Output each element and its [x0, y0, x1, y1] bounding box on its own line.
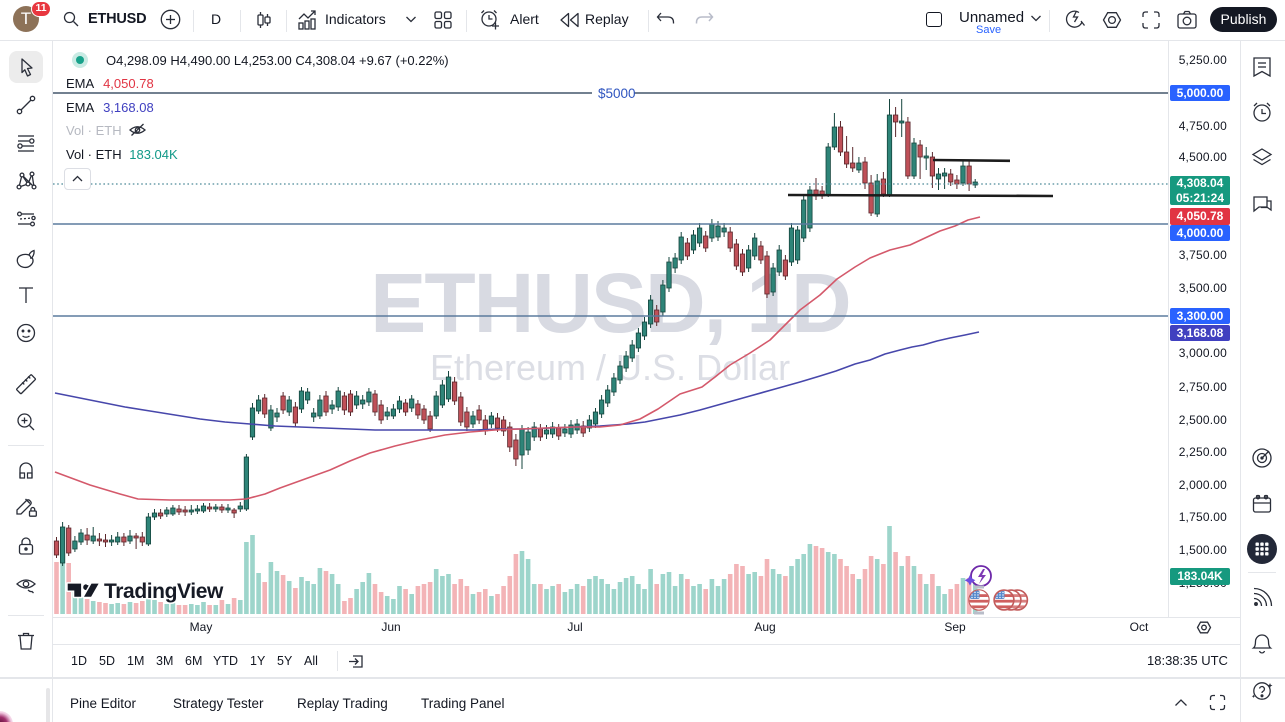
svg-text:TradingView: TradingView	[104, 580, 224, 603]
svg-text:$5000: $5000	[598, 86, 636, 101]
svg-text:Ethereum / U.S. Dollar: Ethereum / U.S. Dollar	[430, 347, 790, 388]
